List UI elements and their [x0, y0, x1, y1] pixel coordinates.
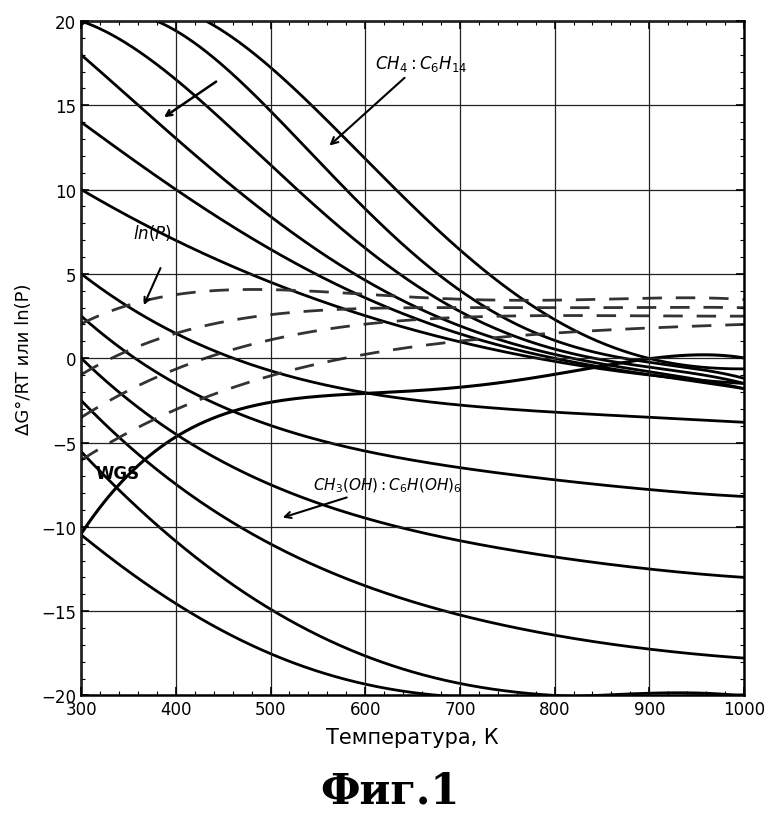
Text: $CH_4 : C_6H_{14}$: $CH_4 : C_6H_{14}$ [332, 54, 467, 145]
Text: WGS: WGS [95, 464, 140, 482]
Text: $CH_3(OH) : C_6H(OH)_6$: $CH_3(OH) : C_6H(OH)_6$ [285, 476, 462, 518]
Text: $ln(P)$: $ln(P)$ [133, 223, 172, 242]
X-axis label: Температура, К: Температура, К [326, 726, 499, 747]
Y-axis label: ΔG°/RT или ln(P): ΔG°/RT или ln(P) [15, 283, 33, 434]
Text: Фиг.1: Фиг.1 [321, 770, 459, 812]
